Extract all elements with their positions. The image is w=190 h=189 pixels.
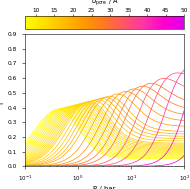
Y-axis label: f °: f ° bbox=[0, 96, 5, 104]
X-axis label: P / bar: P / bar bbox=[93, 186, 116, 189]
X-axis label: $d_{\rm pore}$ / Å: $d_{\rm pore}$ / Å bbox=[91, 0, 118, 8]
